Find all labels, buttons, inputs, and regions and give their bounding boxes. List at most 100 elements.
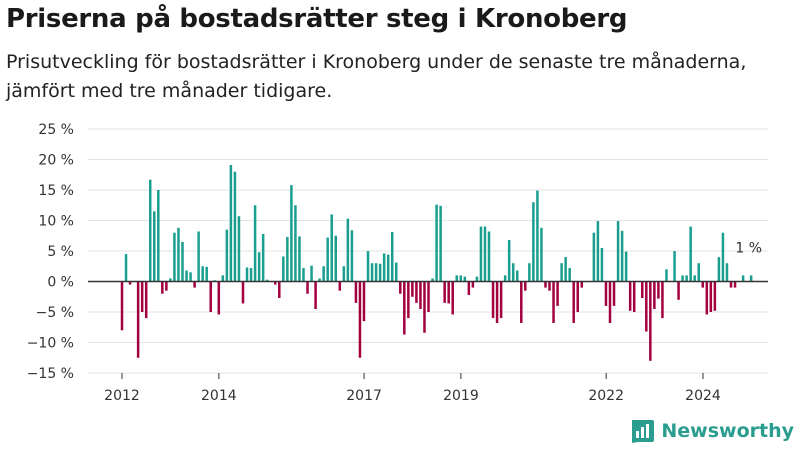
bar (136, 281, 140, 358)
bar (390, 232, 394, 282)
bar (511, 263, 515, 282)
x-tick-label: 2017 (346, 388, 382, 404)
chart-subtitle: Prisutveckling för bostadsrätter i Krono… (6, 51, 747, 102)
bar (479, 226, 483, 282)
gridlines (88, 128, 768, 374)
y-tick-label: 5 % (47, 244, 74, 260)
bar (197, 231, 200, 282)
bar (350, 230, 354, 282)
bar (592, 232, 596, 282)
y-tick-label: −15 % (27, 366, 74, 382)
bar (278, 281, 281, 298)
bar (556, 281, 559, 306)
bar (709, 281, 713, 312)
x-tick-label: 2014 (201, 388, 237, 404)
bar (552, 281, 555, 323)
bar (741, 275, 745, 282)
bar (495, 281, 499, 323)
bar (386, 254, 390, 282)
bar (749, 275, 753, 282)
bar (467, 281, 471, 295)
bar (653, 281, 656, 309)
bar (576, 281, 579, 312)
bar (459, 275, 463, 282)
bar (165, 281, 168, 291)
bar (713, 281, 717, 311)
bar (338, 281, 342, 291)
bar (354, 281, 358, 303)
bar (366, 251, 370, 282)
bar (411, 281, 414, 297)
bar (370, 263, 374, 282)
bar (382, 253, 386, 282)
bar (507, 240, 511, 282)
bar (294, 205, 297, 282)
bar (628, 281, 632, 311)
bar (241, 281, 245, 304)
brand-logo[interactable]: Newsworthy (629, 418, 794, 444)
bar (689, 226, 692, 282)
bar (306, 281, 309, 294)
y-axis: −15 % −10 % −5 % 0 % 5 % 10 % 15 % 20 % 25 % (27, 122, 74, 382)
bar (358, 281, 362, 358)
bar (148, 179, 152, 282)
bar (661, 281, 664, 319)
bar (290, 185, 293, 282)
bar (407, 281, 410, 319)
bar (173, 232, 176, 282)
bar (524, 281, 527, 291)
bar (181, 241, 184, 282)
bar (419, 281, 422, 309)
bar (128, 281, 132, 285)
bar (261, 233, 265, 282)
bar (451, 281, 454, 315)
bar (334, 235, 338, 282)
bar (395, 262, 398, 282)
bar (342, 266, 346, 282)
bar (274, 281, 277, 285)
bar (657, 281, 660, 299)
bar (189, 272, 192, 282)
bar (322, 266, 325, 282)
bar (378, 263, 382, 282)
bar (265, 279, 269, 282)
x-tick-label: 2022 (588, 388, 624, 404)
bar (520, 281, 523, 323)
bar (221, 275, 225, 282)
bar (580, 281, 584, 288)
y-tick-label: 15 % (38, 183, 74, 199)
bar (431, 278, 434, 282)
brand-name: Newsworthy (661, 420, 794, 442)
bar (701, 281, 705, 288)
bar (560, 263, 563, 282)
bar (439, 205, 442, 282)
bar (330, 214, 333, 282)
bar (608, 281, 612, 323)
bar (649, 281, 652, 361)
bar (697, 263, 700, 282)
bar (233, 171, 237, 282)
bar (612, 281, 616, 306)
newsworthy-logo-icon (632, 420, 655, 443)
bar (225, 229, 229, 282)
bar (725, 263, 729, 282)
bar (403, 281, 406, 335)
bar (548, 281, 551, 291)
bar (564, 257, 567, 282)
bar (169, 278, 172, 282)
bar (632, 281, 636, 312)
bar (257, 252, 261, 282)
bar (318, 278, 321, 282)
bar (620, 230, 624, 282)
bar (536, 190, 539, 282)
bar (693, 275, 696, 282)
bar (144, 281, 148, 319)
bar (229, 164, 233, 282)
bar (237, 216, 241, 282)
bar (733, 281, 737, 288)
bar (568, 268, 571, 282)
bar (157, 190, 160, 282)
bar (302, 268, 305, 282)
bar (447, 281, 450, 304)
